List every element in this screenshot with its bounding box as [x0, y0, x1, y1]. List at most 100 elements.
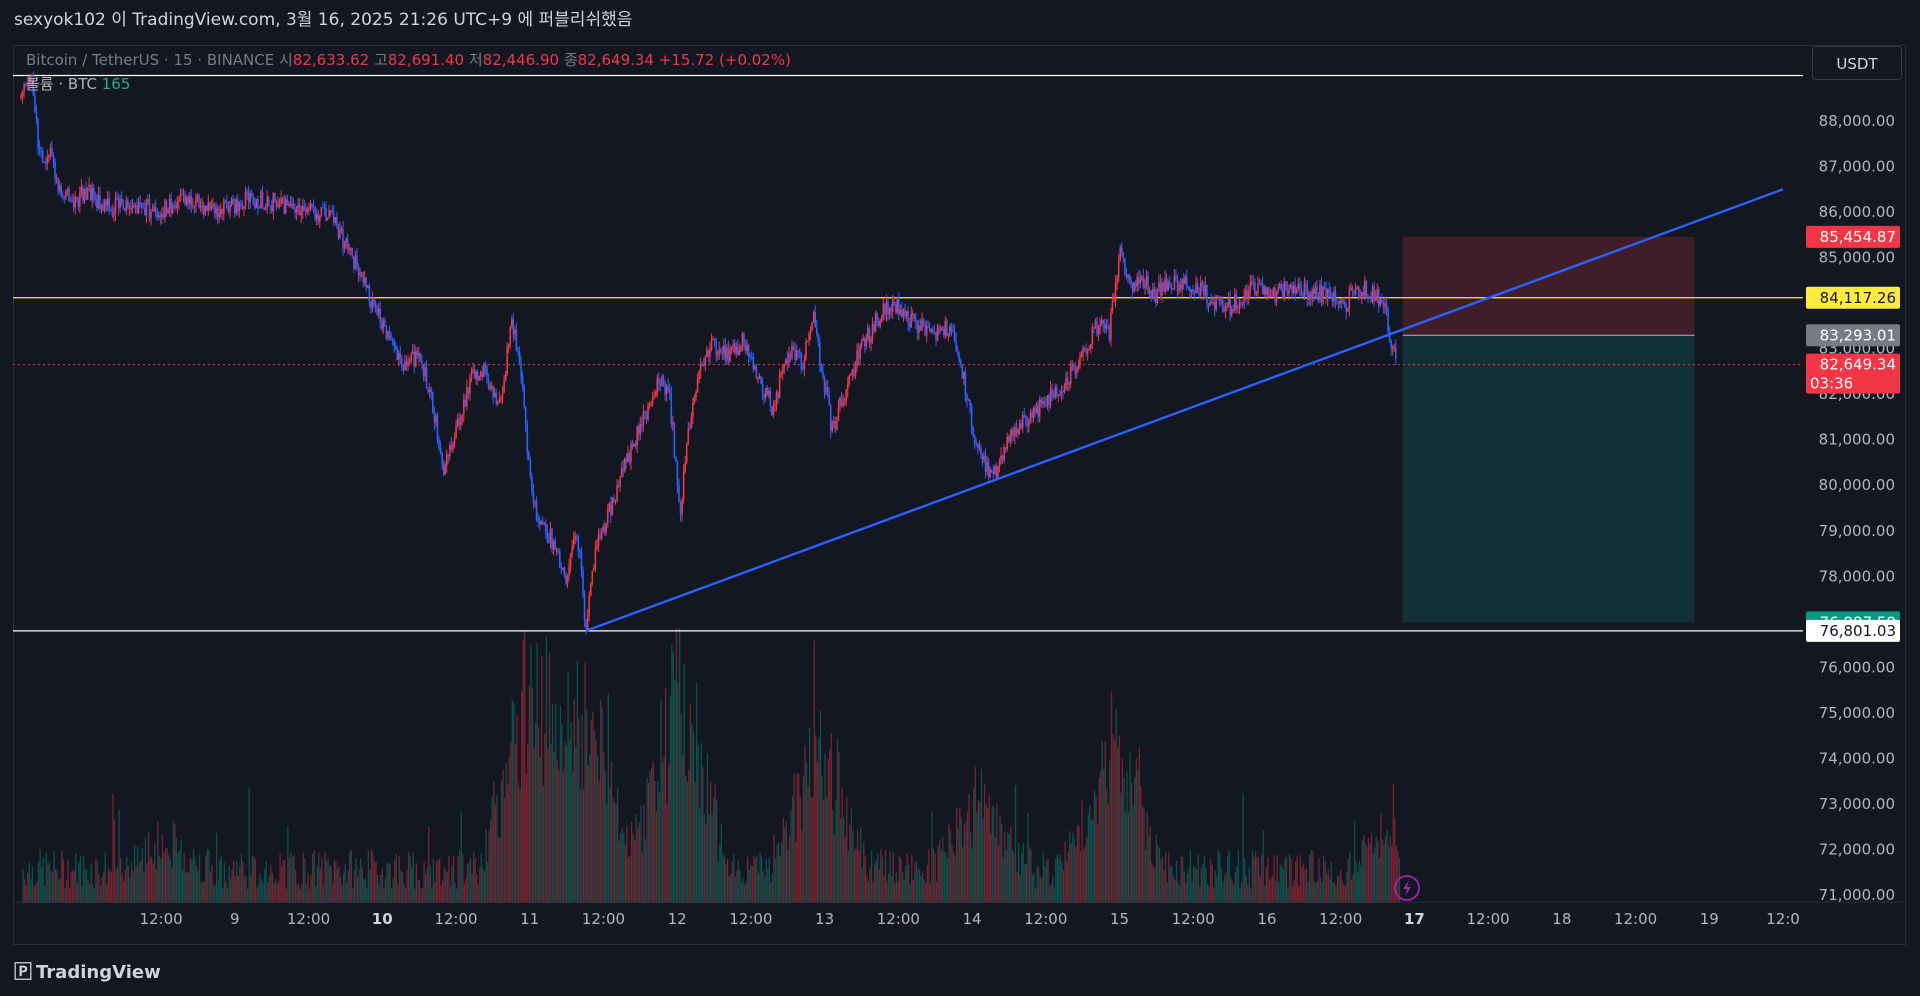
candle-body	[788, 353, 790, 364]
volume-bar	[889, 850, 891, 903]
candle-body	[925, 326, 928, 336]
candle-body	[755, 366, 758, 379]
volume-bar	[666, 804, 668, 903]
volume-bar	[183, 852, 185, 903]
stop-loss-zone[interactable]	[1402, 236, 1695, 336]
candle-body	[29, 79, 32, 82]
volume-bar	[1216, 876, 1218, 903]
volume-bar	[948, 824, 950, 903]
volume-bar	[849, 824, 851, 903]
volume-bar	[140, 860, 142, 903]
candle-body	[357, 266, 360, 276]
volume-bar	[621, 828, 623, 903]
candle-body	[102, 204, 104, 211]
volume-bar	[1117, 747, 1119, 903]
volume-bar	[655, 810, 657, 903]
volume-bar	[1282, 869, 1285, 903]
volume-bar	[1033, 872, 1035, 903]
candle-body	[682, 471, 685, 499]
volume-bar	[1278, 881, 1280, 903]
volume-bar	[1202, 863, 1204, 903]
candle-body	[109, 209, 112, 212]
volume-bar	[1053, 886, 1055, 903]
candle-body	[473, 369, 476, 379]
take-profit-zone[interactable]	[1402, 335, 1695, 623]
volume-bar	[818, 737, 820, 903]
candle-body	[1254, 282, 1256, 295]
candle-body	[199, 206, 202, 208]
volume-bar	[502, 769, 504, 903]
volume-bar	[909, 884, 911, 903]
candle-body	[1305, 283, 1307, 288]
volume-bar	[1010, 826, 1012, 903]
volume-bar	[843, 817, 845, 903]
candle-body	[1203, 285, 1205, 296]
candle-body	[919, 325, 922, 330]
candle-body	[704, 356, 707, 366]
volume-bar	[418, 880, 421, 903]
candle-body	[1364, 281, 1366, 296]
candle-body	[96, 199, 98, 209]
volume-bar	[956, 808, 958, 903]
volume-bar	[771, 873, 774, 903]
volume-bar	[31, 866, 34, 903]
candle-body	[281, 197, 284, 199]
volume-bar	[1284, 858, 1286, 903]
volume-bar	[1327, 869, 1329, 903]
candle-body	[1291, 284, 1293, 293]
candle-body	[292, 203, 295, 209]
candle-body	[868, 328, 871, 344]
candle-body	[783, 363, 786, 366]
currency-button[interactable]: USDT	[1812, 46, 1902, 80]
tradingview-brand[interactable]: 🄿 TradingView	[14, 958, 161, 988]
volume-bar	[1205, 868, 1207, 903]
chart-area[interactable]	[13, 45, 1906, 945]
lightning-icon[interactable]	[1394, 875, 1420, 901]
volume-bar	[856, 830, 859, 903]
volume-bar	[115, 869, 117, 903]
volume-bar	[700, 743, 702, 903]
volume-bar	[192, 849, 195, 903]
candle-body	[1220, 300, 1222, 302]
candle-body	[719, 349, 722, 353]
volume-bar	[550, 743, 552, 903]
volume-bar	[517, 783, 520, 903]
volume-bar	[1304, 869, 1306, 903]
volume-bar	[1021, 853, 1023, 903]
candle-body	[66, 188, 69, 192]
candle-body	[500, 399, 502, 401]
candle-body	[1350, 287, 1352, 291]
volume-bar	[1186, 873, 1189, 903]
price-axis-tick-label: 73,000.00	[1819, 795, 1895, 813]
trendline[interactable]	[585, 188, 1784, 633]
candle-body	[1371, 286, 1374, 302]
candle-body	[953, 331, 956, 341]
candle-body	[580, 551, 583, 571]
volume-bar	[788, 836, 791, 903]
candle-body	[1049, 388, 1052, 406]
price-chart-svg[interactable]: 88,000.0087,000.0086,000.0085,000.0083,0…	[13, 45, 1906, 945]
volume-label[interactable]: 볼륨 · BTC	[26, 75, 97, 93]
candle-body	[981, 454, 984, 460]
candle-body	[481, 371, 484, 378]
volume-bar	[1395, 845, 1398, 903]
candle-body	[935, 332, 937, 341]
candle-body	[354, 255, 357, 269]
volume-bar	[767, 868, 769, 903]
volume-bar	[880, 849, 882, 903]
candle-body	[405, 360, 408, 366]
candle-body	[1339, 300, 1341, 304]
candle-body	[625, 458, 628, 462]
candle-body	[1354, 288, 1357, 295]
volume-bar	[463, 883, 466, 903]
volume-bar	[121, 872, 123, 903]
candle-body	[356, 255, 358, 267]
volume-bar	[1182, 857, 1184, 903]
symbol-name[interactable]: Bitcoin / TetherUS · 15 · BINANCE	[26, 51, 275, 69]
volume-bar	[212, 885, 215, 903]
volume-bar	[1349, 851, 1351, 903]
volume-bar	[751, 866, 753, 903]
candle-body	[295, 207, 298, 213]
candle-body	[120, 199, 123, 202]
volume-bar	[1245, 875, 1247, 903]
